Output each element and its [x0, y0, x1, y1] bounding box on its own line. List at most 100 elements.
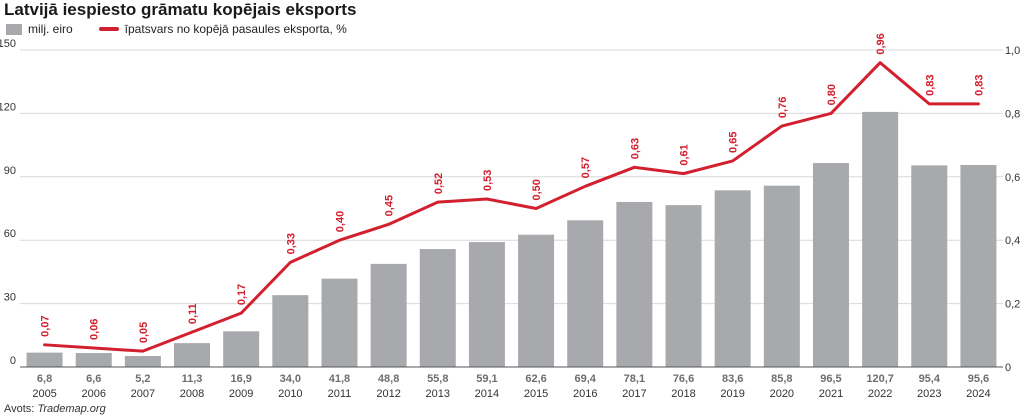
legend: milj. eiro īpatsvars no kopējā pasaules …	[6, 22, 347, 36]
x-tick-label: 2021	[819, 388, 843, 400]
line-value-label: 0,57	[580, 157, 592, 178]
line-value-label: 0,17	[236, 284, 248, 305]
x-tick-label: 2017	[622, 388, 646, 400]
bar-value-label: 95,6	[968, 373, 989, 385]
source-name: Trademap.org	[37, 403, 106, 415]
bar-value-label: 59,1	[476, 373, 497, 385]
y-left-tick-label: 30	[4, 292, 16, 304]
line-value-label: 0,07	[40, 315, 52, 336]
line-value-label: 0,76	[777, 97, 789, 118]
bar	[174, 343, 211, 367]
x-tick-label: 2005	[32, 388, 56, 400]
bar-value-label: 48,8	[378, 373, 399, 385]
bar-value-label: 69,4	[575, 373, 597, 385]
share-line	[43, 61, 980, 353]
bar	[518, 234, 555, 367]
bar-value-label: 41,8	[329, 373, 350, 385]
line-value-label: 0,50	[531, 179, 543, 200]
bar-value-label: 55,8	[427, 373, 448, 385]
line-value-label: 0,96	[875, 33, 887, 54]
bar	[468, 242, 505, 367]
line-value-label: 0,63	[629, 138, 641, 159]
x-tick-label: 2014	[475, 388, 499, 400]
bar-value-label: 5,2	[135, 373, 150, 385]
x-tick-label: 2020	[770, 388, 794, 400]
bar	[665, 205, 702, 367]
line-value-label: 0,33	[285, 233, 297, 254]
bar	[75, 353, 112, 367]
bar	[419, 249, 456, 367]
x-tick-label: 2019	[720, 388, 744, 400]
y-left-tick-label: 0	[10, 355, 16, 367]
x-tick-label: 2023	[917, 388, 941, 400]
bar-value-label: 78,1	[624, 373, 645, 385]
bar	[911, 165, 948, 367]
line-value-label: 0,05	[138, 322, 150, 343]
bar-value-label: 120,7	[866, 373, 894, 385]
y-left-tick-label: 150	[0, 38, 16, 50]
legend-bar-swatch	[6, 23, 22, 35]
bar	[321, 278, 358, 367]
bar	[862, 111, 899, 367]
legend-line-swatch	[98, 27, 119, 31]
legend-line-label: īpatsvars no kopējā pasaules eksporta, %	[124, 22, 347, 36]
line-value-label: 0,61	[679, 144, 691, 165]
line-value-label: 0,45	[384, 195, 396, 216]
bar-value-label: 11,3	[182, 373, 203, 385]
y-right-tick-label: 0,8	[1005, 108, 1020, 120]
bar	[567, 220, 604, 367]
x-tick-label: 2010	[278, 388, 302, 400]
bar-value-label: 83,6	[722, 373, 743, 385]
y-right-tick-label: 0,6	[1005, 172, 1020, 184]
chart-title: Latvijā iespiesto grāmatu kopējais ekspo…	[4, 0, 357, 19]
x-tick-label: 2011	[328, 388, 352, 400]
bar-value-label: 6,6	[86, 373, 101, 385]
bar	[223, 331, 260, 367]
bar	[616, 201, 653, 367]
line-value-label: 0,83	[924, 74, 936, 95]
bar-value-label: 16,9	[230, 373, 251, 385]
legend-bar-label: milj. eiro	[28, 22, 73, 36]
x-tick-label: 2018	[671, 388, 695, 400]
x-tick-label: 2007	[131, 388, 155, 400]
y-right-tick-label: 0	[1005, 362, 1011, 374]
y-right-tick-label: 0,4	[1005, 235, 1020, 247]
bar	[763, 185, 800, 367]
bar-value-label: 85,8	[771, 373, 792, 385]
source-prefix: Avots:	[4, 403, 38, 415]
bar-value-label: 95,4	[919, 373, 941, 385]
line-value-label: 0,40	[334, 211, 346, 232]
line-value-label: 0,11	[187, 303, 199, 324]
x-tick-label: 2012	[376, 388, 400, 400]
y-right-tick-label: 0,2	[1005, 299, 1020, 311]
line-value-label: 0,83	[973, 74, 985, 95]
bar-value-label: 96,5	[820, 373, 841, 385]
y-left-tick-label: 90	[4, 165, 16, 177]
bar-value-label: 76,6	[673, 373, 694, 385]
y-right-tick-label: 1,0	[1005, 45, 1020, 57]
bar	[26, 352, 63, 367]
source-note: Avots: Trademap.org	[4, 403, 106, 415]
x-tick-label: 2009	[229, 388, 253, 400]
bar	[714, 190, 751, 367]
bar	[272, 295, 309, 367]
x-tick-label: 2008	[180, 388, 204, 400]
x-tick-label: 2016	[573, 388, 597, 400]
x-tick-label: 2024	[966, 388, 990, 400]
y-left-tick-label: 60	[4, 228, 16, 240]
y-left-tick-label: 120	[0, 101, 16, 113]
bar-value-label: 34,0	[280, 373, 301, 385]
bar-value-label: 6,8	[37, 373, 52, 385]
line-value-label: 0,06	[89, 319, 101, 340]
bar	[812, 163, 849, 367]
line-value-label: 0,65	[728, 132, 740, 153]
bar-value-label: 62,6	[525, 373, 546, 385]
line-value-label: 0,53	[482, 170, 494, 191]
line-value-label: 0,80	[826, 84, 838, 105]
x-tick-label: 2022	[868, 388, 892, 400]
bar	[960, 164, 997, 367]
bar	[370, 263, 407, 367]
line-value-label: 0,52	[433, 173, 445, 194]
x-tick-label: 2015	[524, 388, 548, 400]
